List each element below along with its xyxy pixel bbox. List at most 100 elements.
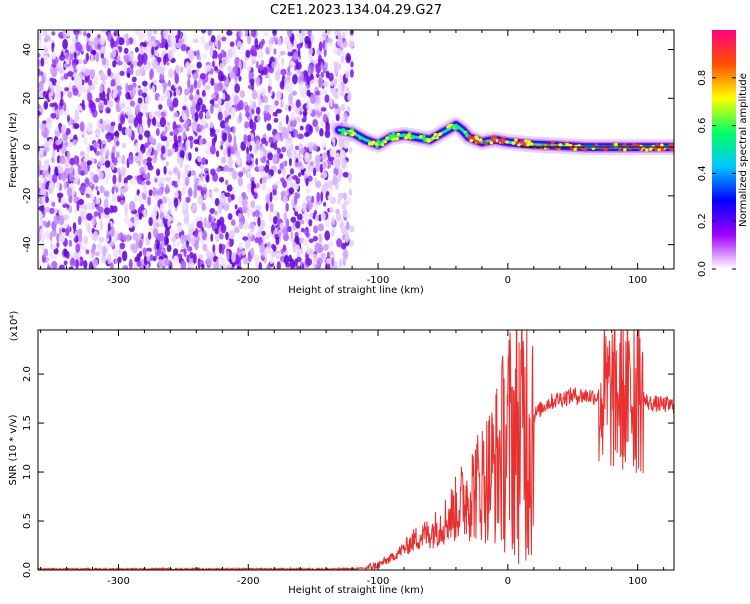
spectrogram-noise-blob xyxy=(45,196,49,204)
spectrogram-noise-blob xyxy=(66,204,70,209)
spectrogram-noise-blob xyxy=(224,121,229,128)
spectrogram-noise-blob xyxy=(40,84,44,91)
spectrogram-noise-blob xyxy=(140,204,145,210)
spectrogram-noise-blob xyxy=(104,237,110,243)
spectrogram-noise-blob xyxy=(261,66,268,76)
spectrogram-noise-blob xyxy=(210,190,214,202)
spectrogram-noise-blob xyxy=(288,236,295,242)
spectrogram-signal-peak xyxy=(558,143,563,147)
spectrogram-noise-blob xyxy=(280,177,285,183)
spectrogram-noise-blob xyxy=(211,98,215,107)
spectrogram-noise-blob xyxy=(312,253,318,261)
spectrogram-noise-blob xyxy=(295,106,301,115)
spectrogram-noise-blob xyxy=(261,176,268,183)
spectrogram-noise-blob xyxy=(251,121,257,132)
spectrogram-noise-blob xyxy=(182,207,189,216)
spectrogram-y-tick-label: -40 xyxy=(22,236,33,252)
spectrogram-signal-peak xyxy=(490,136,495,140)
spectrogram-noise-blob xyxy=(275,252,281,258)
spectrogram-noise-blob xyxy=(244,135,249,142)
spectrogram-noise-blob xyxy=(125,105,131,116)
spectrogram-noise-blob xyxy=(272,30,278,37)
spectrogram-noise-blob xyxy=(200,35,205,45)
spectrogram-noise-blob xyxy=(209,121,214,129)
spectrogram-noise-blob xyxy=(315,263,320,269)
spectrogram-noise-blob xyxy=(227,213,233,221)
spectrogram-noise-blob xyxy=(255,157,259,166)
spectrogram-noise-blob xyxy=(112,92,118,99)
spectrogram-noise-blob xyxy=(198,254,204,260)
spectrogram-noise-blob xyxy=(110,226,115,237)
spectrogram-noise-blob xyxy=(73,209,77,214)
spectrogram-noise-blob xyxy=(211,215,215,222)
spectrogram-noise-blob xyxy=(167,197,171,207)
spectrogram-noise-blob xyxy=(111,163,115,171)
spectrogram-noise-blob xyxy=(333,66,338,75)
spectrogram-noise-blob xyxy=(141,92,147,98)
spectrogram-noise-blob xyxy=(217,203,223,214)
spectrogram-noise-blob xyxy=(51,42,55,53)
spectrogram-noise-blob xyxy=(130,177,136,186)
spectrogram-noise-blob xyxy=(43,54,49,65)
spectrogram-noise-blob xyxy=(193,79,198,89)
spectrogram-noise-blob xyxy=(312,144,318,152)
spectrogram-noise-blob xyxy=(278,231,282,238)
spectrogram-noise-blob xyxy=(288,93,293,104)
spectrogram-noise-blob xyxy=(209,104,214,115)
spectrogram-noise-blob xyxy=(122,142,127,149)
spectrogram-signal-peak xyxy=(482,140,487,144)
spectrogram-noise-blob xyxy=(340,104,346,112)
spectrogram-noise-blob xyxy=(317,54,322,66)
spectrogram-noise-blob xyxy=(259,42,263,50)
spectrogram-noise-blob xyxy=(273,48,277,55)
spectrogram-noise-blob xyxy=(228,167,234,173)
spectrogram-noise-blob xyxy=(183,246,187,258)
spectrogram-noise-blob xyxy=(242,257,249,265)
spectrogram-noise-blob xyxy=(250,200,256,209)
spectrogram-noise-blob xyxy=(136,253,141,261)
spectrogram-noise-blob xyxy=(88,99,94,109)
spectrogram-noise-blob xyxy=(327,194,334,201)
spectrogram-noise-blob xyxy=(218,176,225,183)
spectrogram-noise-blob xyxy=(157,258,164,268)
spectrogram-noise-blob xyxy=(246,152,252,163)
spectrogram-noise-blob xyxy=(263,30,269,37)
spectrogram-noise-blob xyxy=(122,233,127,242)
spectrogram-noise-blob xyxy=(216,167,222,173)
spectrogram-noise-blob xyxy=(41,123,46,129)
spectrogram-noise-blob xyxy=(285,114,289,125)
spectrogram-noise-blob xyxy=(335,212,342,222)
spectrogram-noise-blob xyxy=(245,111,250,118)
spectrogram-noise-blob xyxy=(186,254,190,263)
spectrogram-noise-blob xyxy=(84,217,88,228)
spectrogram-noise-blob xyxy=(176,224,183,233)
spectrogram-noise-blob xyxy=(225,231,229,241)
spectrogram-noise-blob xyxy=(210,77,215,86)
spectrogram-noise-blob xyxy=(253,145,258,155)
spectrogram-noise-blob xyxy=(162,82,169,88)
spectrogram-noise-blob xyxy=(123,63,128,74)
spectrogram-signal-peak xyxy=(427,139,432,143)
figure-title: C2E1.2023.134.04.29.G27 xyxy=(270,3,442,18)
spectrogram-x-tick-label: -300 xyxy=(107,275,130,286)
spectrogram-noise-blob xyxy=(296,213,303,221)
snr-y-tick-label: 0.0 xyxy=(22,562,33,578)
spectrogram-signal-peak xyxy=(522,143,527,147)
spectrogram-noise-blob xyxy=(108,169,112,180)
spectrogram-signal-peak xyxy=(565,142,570,147)
spectrogram-noise-blob xyxy=(272,154,278,165)
spectrogram-noise-blob xyxy=(343,40,348,48)
spectrogram-noise-blob xyxy=(302,238,309,246)
spectrogram-noise-blob xyxy=(331,216,335,226)
spectrogram-noise-blob xyxy=(53,247,59,255)
spectrogram-noise-blob xyxy=(65,58,70,65)
spectrogram-noise-blob xyxy=(87,79,93,86)
spectrogram-noise-blob xyxy=(186,165,191,172)
spectrogram-noise-blob xyxy=(184,176,190,187)
spectrogram-noise-blob xyxy=(51,31,56,36)
spectrogram-signal-peak xyxy=(618,148,622,152)
spectrogram-noise-blob xyxy=(129,100,135,107)
colorbar-tick-label: 0.6 xyxy=(697,118,708,134)
spectrogram-noise-blob xyxy=(220,223,227,234)
spectrogram-noise-blob xyxy=(180,260,187,269)
